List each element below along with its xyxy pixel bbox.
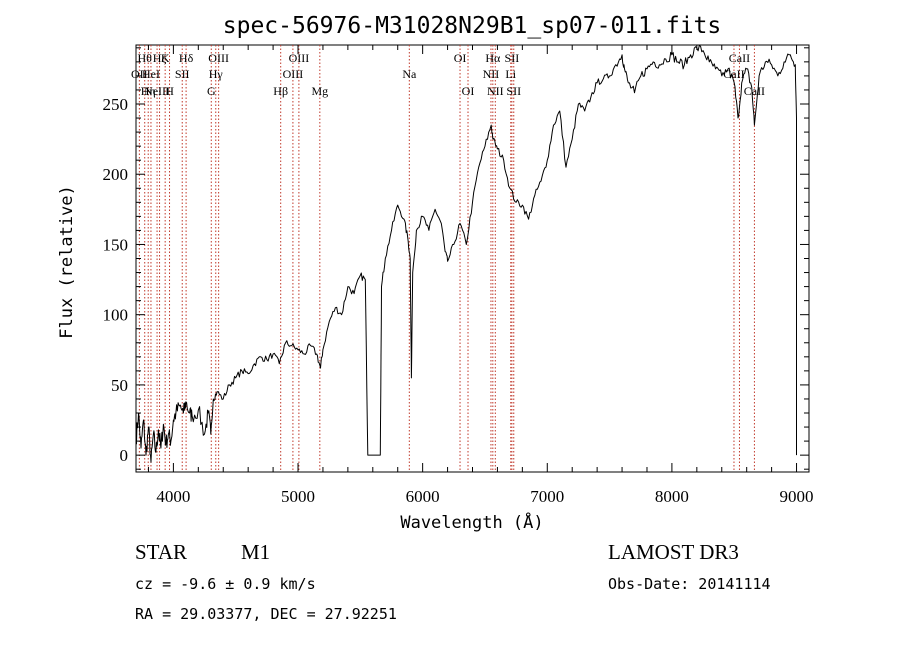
survey-name: LAMOST DR3 bbox=[608, 540, 739, 564]
ra-dec: RA = 29.03377, DEC = 27.92251 bbox=[135, 605, 397, 623]
line-label: CaII bbox=[729, 51, 750, 65]
spectrum-line bbox=[135, 44, 797, 463]
line-label: Hδ bbox=[179, 51, 194, 65]
line-labels: OIIHθHηHeINeIIIHζKHSIIHδGHγOIIIHβOIIIOII… bbox=[131, 51, 765, 98]
x-tick-label: 9000 bbox=[780, 487, 814, 506]
x-axis-label: Wavelength (Å) bbox=[400, 511, 543, 533]
line-label: G bbox=[207, 84, 216, 98]
y-axis-label: Flux (relative) bbox=[57, 185, 77, 339]
line-label: OIII bbox=[289, 51, 310, 65]
x-tick-label: 7000 bbox=[530, 487, 564, 506]
line-markers bbox=[138, 45, 755, 472]
x-tick-label: 8000 bbox=[655, 487, 689, 506]
y-tick-label: 250 bbox=[103, 95, 129, 114]
line-label: OII bbox=[131, 67, 148, 81]
y-tick-label: 0 bbox=[120, 446, 129, 465]
line-label: Hζ bbox=[153, 51, 167, 65]
line-label: SII bbox=[505, 51, 520, 65]
line-label: OI bbox=[462, 84, 475, 98]
x-tick-label: 4000 bbox=[156, 487, 190, 506]
line-label: Hγ bbox=[209, 67, 224, 81]
plot-frame bbox=[135, 44, 810, 473]
redshift-cz: cz = -9.6 ± 0.9 km/s bbox=[135, 575, 316, 593]
object-subclass: M1 bbox=[241, 540, 270, 564]
line-label: K bbox=[161, 51, 170, 65]
line-label: Na bbox=[402, 67, 417, 81]
line-label: H bbox=[165, 84, 174, 98]
line-label: CaII bbox=[744, 84, 765, 98]
line-label: Hη bbox=[141, 84, 156, 98]
x-tick-label: 5000 bbox=[281, 487, 315, 506]
line-label: OI bbox=[454, 51, 467, 65]
object-class: STAR bbox=[135, 540, 187, 564]
line-label: Mg bbox=[311, 84, 328, 98]
line-label: OIII bbox=[283, 67, 304, 81]
x-axis-ticks: 4000 5000 6000 7000 8000 9000 bbox=[147, 45, 814, 506]
line-label: HeI bbox=[142, 67, 160, 81]
line-label: CaII bbox=[723, 67, 744, 81]
line-label: Hβ bbox=[273, 84, 288, 98]
line-label: Hθ bbox=[138, 51, 153, 65]
y-tick-label: 200 bbox=[103, 165, 129, 184]
y-tick-label: 150 bbox=[103, 235, 129, 254]
line-label: OIII bbox=[208, 51, 229, 65]
line-label: NeIII bbox=[144, 84, 170, 98]
line-label: Li bbox=[505, 67, 516, 81]
y-axis-ticks: 0 50 100 150 200 250 bbox=[103, 47, 809, 470]
obs-date: Obs-Date: 20141114 bbox=[608, 575, 771, 593]
chart-title: spec-56976-M31028N29B1_sp07-011.fits bbox=[223, 13, 722, 39]
line-label: Hα bbox=[485, 51, 501, 65]
line-label: NII bbox=[483, 67, 500, 81]
y-tick-label: 50 bbox=[111, 376, 128, 395]
line-label: NII bbox=[487, 84, 504, 98]
y-tick-label: 100 bbox=[103, 306, 129, 325]
line-label: SII bbox=[175, 67, 190, 81]
x-tick-label: 6000 bbox=[406, 487, 440, 506]
line-label: SII bbox=[506, 84, 521, 98]
